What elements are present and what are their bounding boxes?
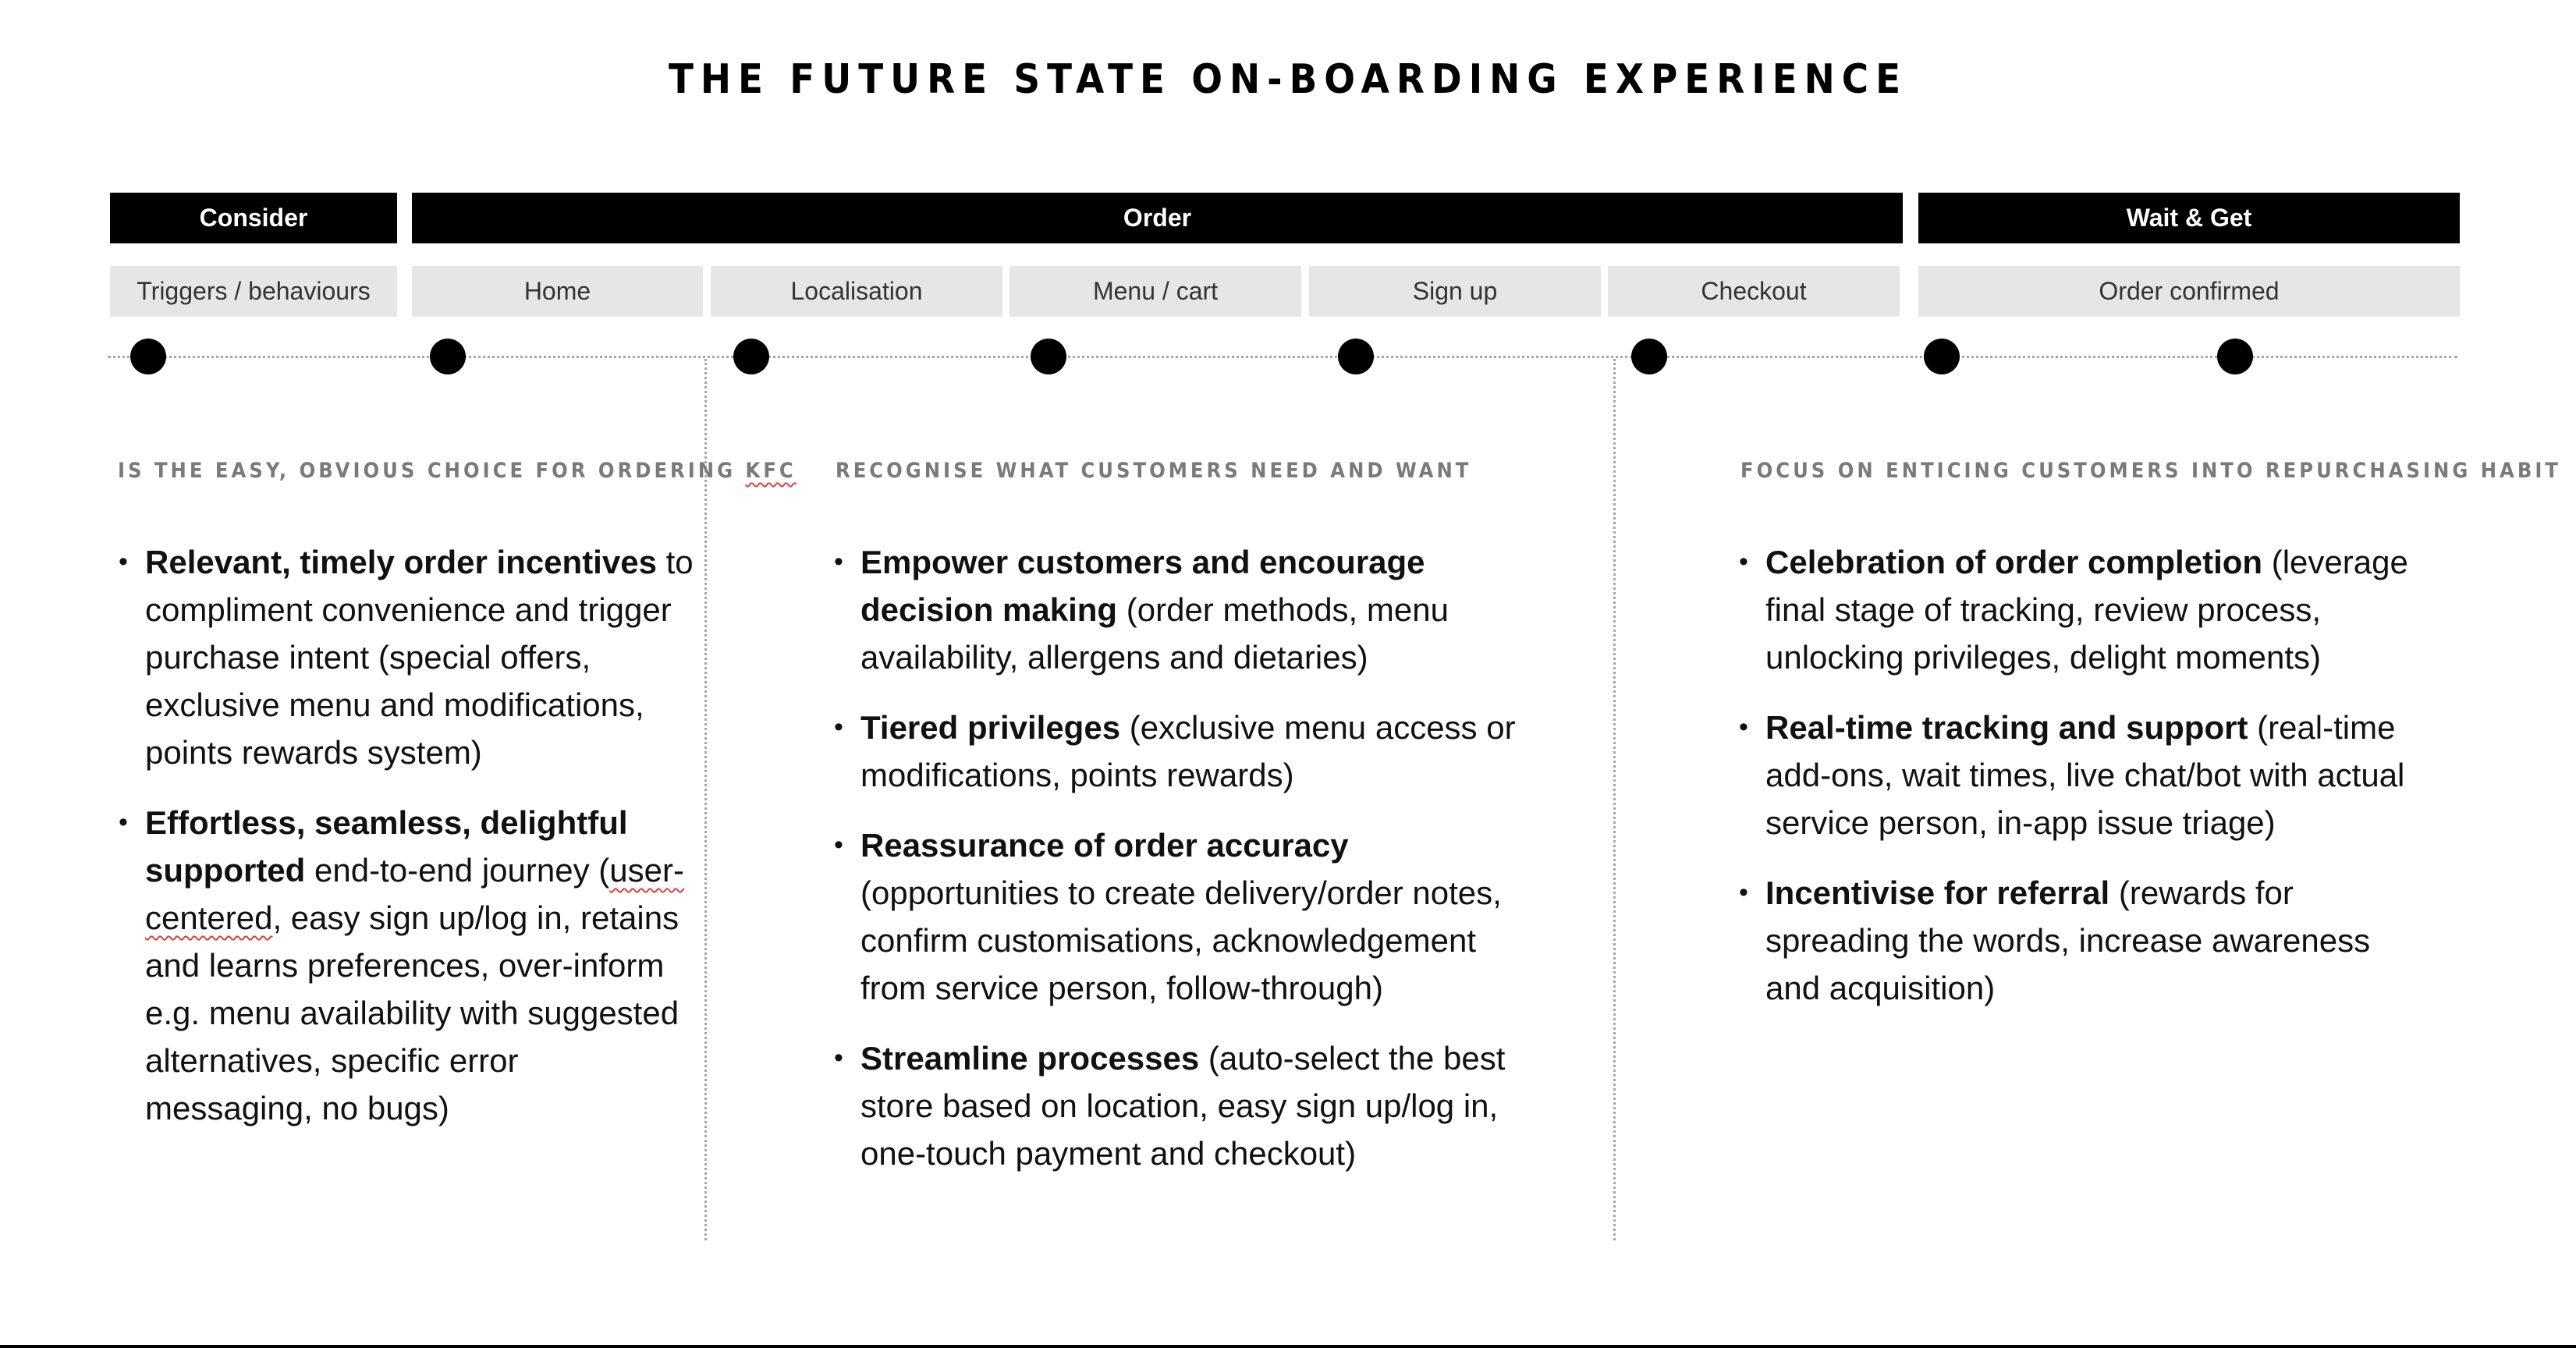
column-heading-consider: IS THE EASY, OBVIOUS CHOICE FOR ORDERING… [118, 459, 797, 483]
bullet-bold: Tiered privileges [860, 709, 1121, 746]
timeline-dot [1338, 339, 1374, 374]
list-item: Empower customers and encourage decision… [832, 538, 1519, 681]
step-home: Home [412, 266, 703, 317]
timeline-dot [733, 339, 769, 374]
column-heading-text: IS THE EASY, OBVIOUS CHOICE FOR ORDERING [118, 459, 746, 483]
bullet-bold: Real-time tracking and support [1765, 709, 2248, 746]
bullet-bold: Relevant, timely order incentives [145, 544, 657, 580]
bullet-list-consider: Relevant, timely order incentives to com… [117, 538, 694, 1155]
bullet-bold: Incentivise for referral [1765, 874, 2110, 911]
step-menu-cart: Menu / cart [1009, 266, 1301, 317]
list-item: Incentivise for referral (rewards for sp… [1737, 869, 2416, 1012]
phase-consider: Consider [110, 193, 397, 243]
step-triggers-behaviours: Triggers / behaviours [110, 266, 397, 317]
page-title: THE FUTURE STATE ON-BOARDING EXPERIENCE [668, 56, 1908, 103]
bottom-rule [0, 1345, 2576, 1348]
bullet-text: (exclusive menu access or modifications,… [860, 709, 1516, 793]
timeline-dot [430, 339, 466, 374]
bullet-text: (opportunities to create delivery/order … [860, 874, 1502, 1006]
bullet-text: , easy sign up/log in, retains and learn… [145, 899, 679, 1126]
column-divider [1613, 359, 1616, 1240]
timeline-line [108, 356, 2457, 358]
step-sign-up: Sign up [1309, 266, 1601, 317]
column-divider [704, 359, 707, 1240]
list-item: Real-time tracking and support (real-tim… [1737, 704, 2416, 846]
bullet-bold: Reassurance of order accuracy [860, 827, 1349, 864]
list-item: Celebration of order completion (leverag… [1737, 538, 2416, 681]
bullet-bold: Effortless, seamless, delightful support… [145, 804, 628, 889]
bullet-list-wait-and-get: Celebration of order completion (leverag… [1737, 538, 2416, 1034]
timeline-dot [1031, 339, 1066, 374]
step-order-confirmed: Order confirmed [1918, 266, 2460, 317]
list-item: Streamline processes (auto-select the be… [832, 1034, 1519, 1177]
bullet-bold: Empower customers and encourage decision… [860, 544, 1425, 628]
bullet-spell-flagged: user-centered [145, 852, 684, 936]
bullet-text: to compliment convenience and trigger pu… [145, 544, 694, 771]
timeline-dot [1924, 339, 1960, 374]
bullet-text: (real-time add-ons, wait times, live cha… [1765, 709, 2405, 841]
phase-order: Order [412, 193, 1903, 243]
bullet-bold: Streamline processes [860, 1040, 1200, 1077]
bullet-bold: Celebration of order completion [1765, 544, 2263, 580]
step-checkout: Checkout [1608, 266, 1900, 317]
phase-wait-and-get: Wait & Get [1918, 193, 2460, 243]
bullet-text: (order methods, menu availability, aller… [860, 591, 1449, 676]
column-heading-order: RECOGNISE WHAT CUSTOMERS NEED AND WANT [836, 459, 1472, 483]
column-heading-brand: KFC [745, 459, 797, 483]
timeline-dot [2217, 339, 2253, 374]
bullet-text: (auto-select the best store based on loc… [860, 1040, 1506, 1172]
bullet-list-order: Empower customers and encourage decision… [832, 538, 1519, 1200]
step-localisation: Localisation [711, 266, 1002, 317]
timeline-dot [1631, 339, 1667, 374]
list-item: Relevant, timely order incentives to com… [117, 538, 694, 776]
bullet-text: (rewards for spreading the words, increa… [1765, 874, 2371, 1006]
bullet-text: end-to-end journey ( [305, 852, 610, 889]
timeline-dot [130, 339, 166, 374]
list-item: Tiered privileges (exclusive menu access… [832, 704, 1519, 799]
column-heading-wait-and-get: FOCUS ON ENTICING CUSTOMERS INTO REPURCH… [1740, 459, 2561, 483]
bullet-text: (leverage final stage of tracking, revie… [1765, 544, 2408, 676]
list-item: Reassurance of order accuracy (opportuni… [832, 821, 1519, 1012]
list-item: Effortless, seamless, delightful support… [117, 799, 694, 1132]
